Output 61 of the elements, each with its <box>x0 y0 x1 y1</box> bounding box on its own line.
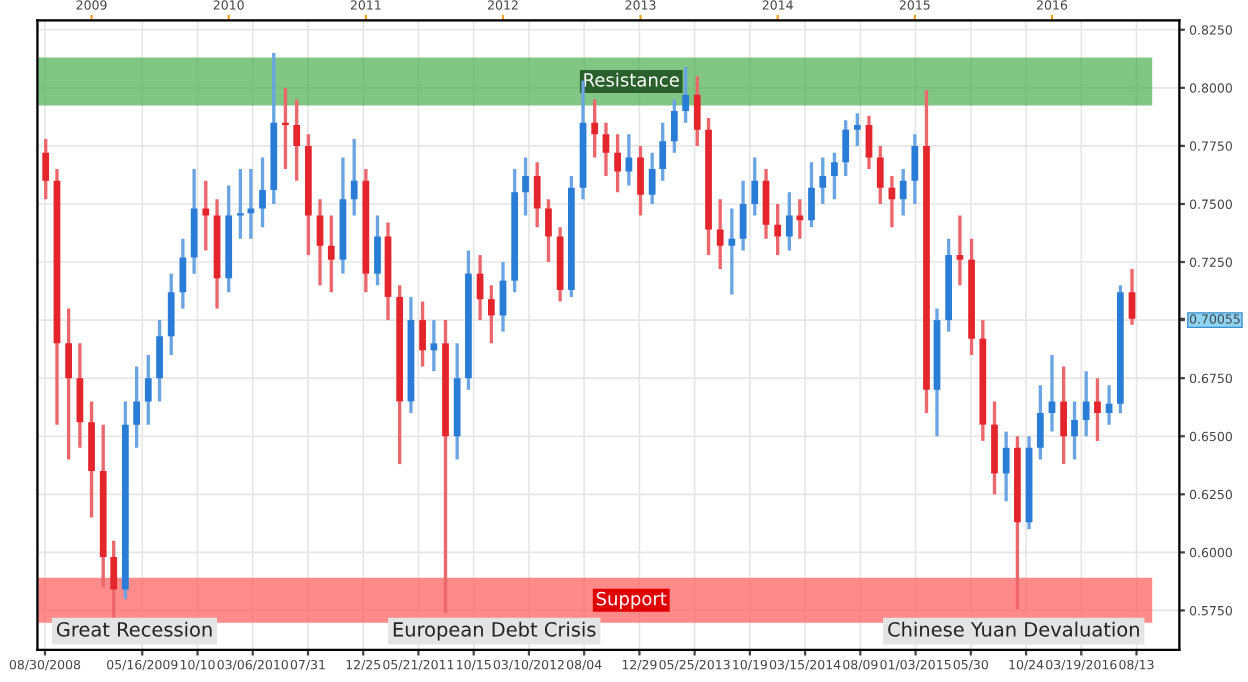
candlestick <box>293 97 301 183</box>
annotation: Chinese Yuan Devaluation <box>888 621 1139 637</box>
band-label: Resistance <box>584 72 679 87</box>
candlestick <box>487 283 495 345</box>
candlestick <box>853 111 861 148</box>
annotation: European Debt Crisis <box>393 621 596 641</box>
candlestick <box>648 151 656 206</box>
candlestick <box>842 118 850 178</box>
candlestick <box>236 167 244 241</box>
candlestick <box>911 132 919 206</box>
candlestick <box>374 213 381 287</box>
candlestick <box>1060 364 1068 466</box>
candlestick <box>637 144 644 218</box>
candlestick <box>602 120 610 178</box>
candlestick <box>110 539 118 620</box>
candlestick <box>785 190 793 253</box>
candlestick <box>808 160 815 229</box>
candlestick <box>179 237 187 311</box>
candlestick <box>42 137 50 201</box>
candlestick <box>728 206 736 297</box>
candlestick <box>831 151 838 201</box>
candlestick <box>1094 376 1101 443</box>
candlestick <box>430 318 438 373</box>
candlestick <box>65 306 73 462</box>
candlestick <box>796 197 804 241</box>
candlestick <box>167 271 175 357</box>
candlestick <box>545 197 552 264</box>
candlestick <box>1048 353 1056 434</box>
candlestick <box>774 202 782 257</box>
candlestick <box>1128 267 1136 327</box>
candlestick <box>202 179 210 253</box>
candlestick <box>133 364 141 450</box>
band-label: Support <box>596 591 667 609</box>
candlestick <box>259 155 266 229</box>
candlestick <box>716 197 724 271</box>
candlestick <box>693 74 701 148</box>
candlestick <box>1071 399 1078 462</box>
candlestick <box>350 137 358 218</box>
candlestick <box>1082 369 1090 438</box>
candlestick <box>144 353 152 427</box>
candlestick <box>591 97 599 160</box>
candlestick <box>682 65 689 125</box>
candlestick <box>876 144 884 206</box>
candlestick <box>819 155 827 206</box>
candlestick <box>956 213 964 287</box>
candlestick <box>522 155 529 218</box>
annotation: Great Recession <box>56 621 212 637</box>
candlestick <box>751 155 759 218</box>
candlestick <box>1036 383 1044 462</box>
candlestick <box>247 167 255 241</box>
candlestick <box>533 160 541 229</box>
candlestick <box>899 167 907 218</box>
candlestick <box>419 299 426 369</box>
candlestick <box>659 120 667 183</box>
candlestick <box>156 318 163 404</box>
candlestick <box>670 97 678 155</box>
candlestick <box>1002 429 1010 503</box>
candlestick <box>327 213 335 294</box>
candlestick <box>614 132 621 195</box>
candlestick <box>865 114 873 171</box>
candlestick <box>625 132 633 188</box>
